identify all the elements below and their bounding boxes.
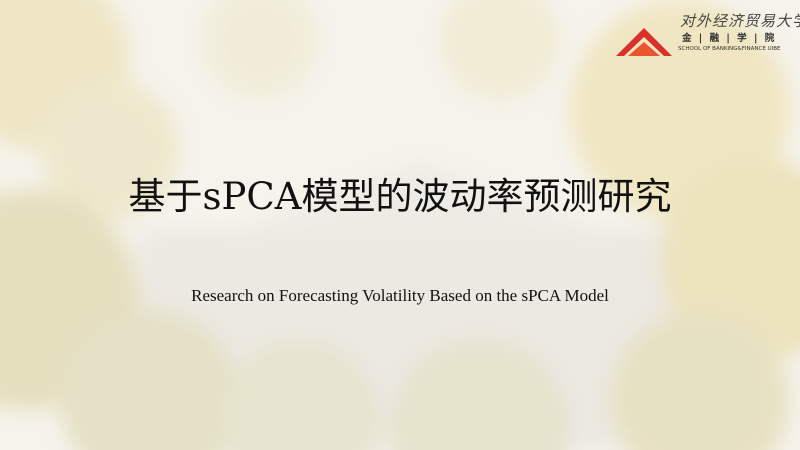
logo: 对外经济贸易大学 金 | 融 | 学 | 院 SCHOOL OF BANKING… (612, 10, 800, 58)
school-name-en: SCHOOL OF BANKING&FINANCE UIBE (678, 46, 781, 52)
school-name: 金 | 融 | 学 | 院 (682, 33, 777, 44)
university-name: 对外经济贸易大学 (680, 12, 800, 30)
slide-subtitle: Research on Forecasting Volatility Based… (191, 286, 609, 305)
slide-title: 基于sPCA模型的波动率预测研究 (128, 175, 672, 218)
logo-icon (616, 28, 672, 56)
